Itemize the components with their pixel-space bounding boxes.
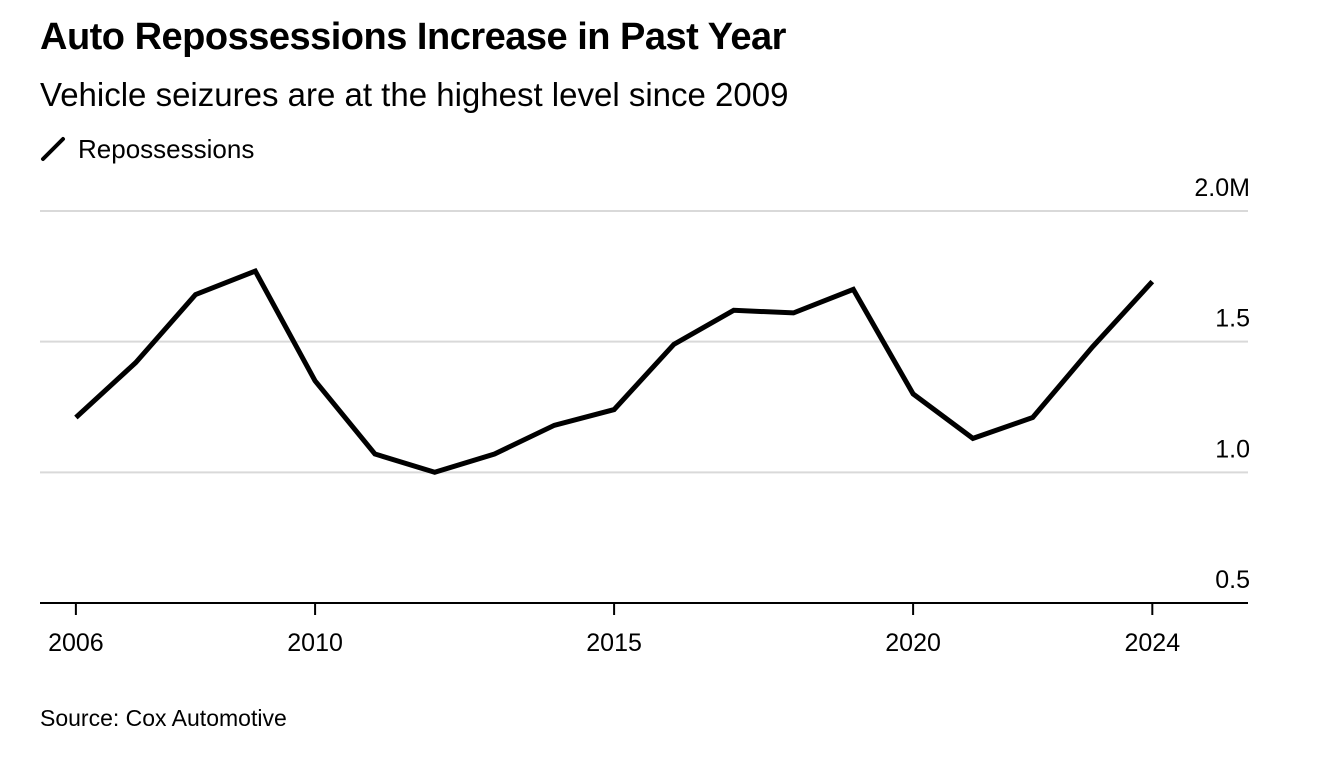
y-tick-label: 2.0M xyxy=(1194,174,1250,202)
chart-subtitle: Vehicle seizures are at the highest leve… xyxy=(40,76,789,113)
y-tick-label: 0.5 xyxy=(1215,566,1250,594)
x-tick-label: 2024 xyxy=(1125,629,1181,657)
line-chart: 2006 2010 2015 2020 2024 2.0M 1.5 1.0 0.5 xyxy=(40,174,1250,657)
grid-lines xyxy=(40,210,1248,474)
chart-title: Auto Repossessions Increase in Past Year xyxy=(40,16,786,58)
legend: Repossessions xyxy=(40,133,254,165)
legend-line-icon xyxy=(41,137,65,161)
x-tick-label: 2010 xyxy=(287,629,343,657)
legend-label: Repossessions xyxy=(78,133,255,164)
series-line-repossessions xyxy=(74,267,1155,475)
x-axis: 2006 2010 2015 2020 2024 xyxy=(40,602,1248,657)
x-tick-label: 2015 xyxy=(586,629,642,657)
y-tick-label: 1.5 xyxy=(1215,305,1250,333)
y-tick-label: 1.0 xyxy=(1215,435,1250,463)
series-layer xyxy=(74,267,1155,475)
source-note: Source: Cox Automotive xyxy=(40,705,287,731)
x-tick-label: 2020 xyxy=(885,629,941,657)
y-axis-labels: 2.0M 1.5 1.0 0.5 xyxy=(1194,174,1250,594)
x-tick-label: 2006 xyxy=(48,629,104,657)
